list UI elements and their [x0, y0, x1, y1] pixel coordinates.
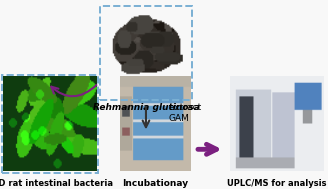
Text: extract: extract — [166, 103, 201, 112]
Text: Incubationay: Incubationay — [122, 179, 188, 188]
FancyArrowPatch shape — [51, 85, 96, 96]
Bar — [100, 6, 192, 100]
Text: CKD rat intestinal bacteria: CKD rat intestinal bacteria — [0, 179, 113, 188]
Text: UPLC/MS for analysis: UPLC/MS for analysis — [227, 179, 326, 188]
Text: Rehmannia glutinosa: Rehmannia glutinosa — [92, 103, 199, 112]
Bar — [2, 75, 98, 173]
Text: GAM: GAM — [169, 114, 190, 123]
